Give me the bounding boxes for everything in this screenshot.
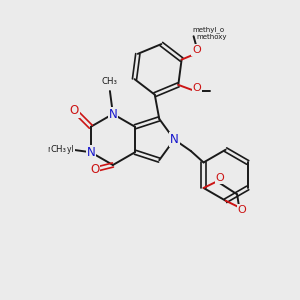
Text: CH₃: CH₃ <box>50 145 66 154</box>
Text: O: O <box>193 82 201 93</box>
Text: methyl: methyl <box>47 145 74 154</box>
Text: methyl_o: methyl_o <box>192 26 224 33</box>
Text: O: O <box>192 45 201 55</box>
Text: N: N <box>86 146 95 159</box>
Text: CH₃: CH₃ <box>102 77 118 86</box>
Text: methoxy: methoxy <box>196 34 227 40</box>
Text: O: O <box>216 173 224 183</box>
Text: N: N <box>170 133 178 146</box>
Text: O: O <box>238 205 247 215</box>
Text: N: N <box>109 107 117 121</box>
Text: O: O <box>70 104 79 117</box>
Text: O: O <box>90 163 100 176</box>
